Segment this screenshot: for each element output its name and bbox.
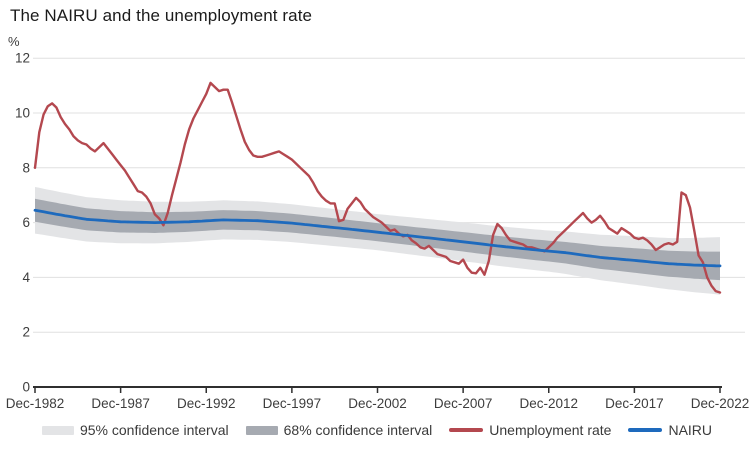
y-tick-label: 10 [15, 106, 30, 121]
y-tick-label: 8 [22, 160, 30, 175]
confidence-band-68 [35, 198, 720, 281]
x-tick-label: Dec-1992 [177, 396, 236, 411]
y-tick-label: 12 [15, 51, 30, 66]
legend-label-unemployment: Unemployment rate [489, 422, 612, 438]
x-tick-label: Dec-2022 [691, 396, 750, 411]
x-tick-label: Dec-2012 [519, 396, 578, 411]
x-tick-label: Dec-1982 [6, 396, 65, 411]
legend-item-nairu: NAIRU [628, 422, 712, 438]
legend-label-nairu: NAIRU [668, 422, 713, 438]
y-tick-label: 6 [22, 215, 30, 230]
unemployment-line-swatch-icon [449, 428, 484, 432]
legend-item-68ci: 68% confidence interval [245, 422, 433, 438]
y-tick-label: 4 [22, 270, 30, 285]
nairu-line-swatch-icon [628, 428, 663, 432]
page-title: The NAIRU and the unemployment rate [10, 6, 313, 25]
legend-item-unemployment: Unemployment rate [449, 422, 611, 438]
x-tick-label: Dec-2002 [348, 396, 407, 411]
nairu-line [33, 208, 722, 268]
band-68-swatch-icon [245, 425, 278, 435]
legend-item-95ci: 95% confidence interval [41, 422, 229, 438]
band-95-swatch-icon [41, 425, 74, 435]
y-tick-label: 0 [22, 380, 30, 395]
legend: 95% confidence interval 68% confidence i… [0, 422, 754, 438]
y-tick-label: 2 [22, 325, 30, 340]
x-tick-label: Dec-2007 [434, 396, 493, 411]
x-tick-label: Dec-1987 [91, 396, 150, 411]
y-axis-unit-label: % [8, 34, 20, 49]
x-tick-label: Dec-2017 [605, 396, 664, 411]
legend-label-95ci: 95% confidence interval [79, 422, 229, 438]
x-tick-label: Dec-1997 [263, 396, 322, 411]
legend-label-68ci: 68% confidence interval [283, 422, 433, 438]
unemployment-line [33, 81, 722, 294]
